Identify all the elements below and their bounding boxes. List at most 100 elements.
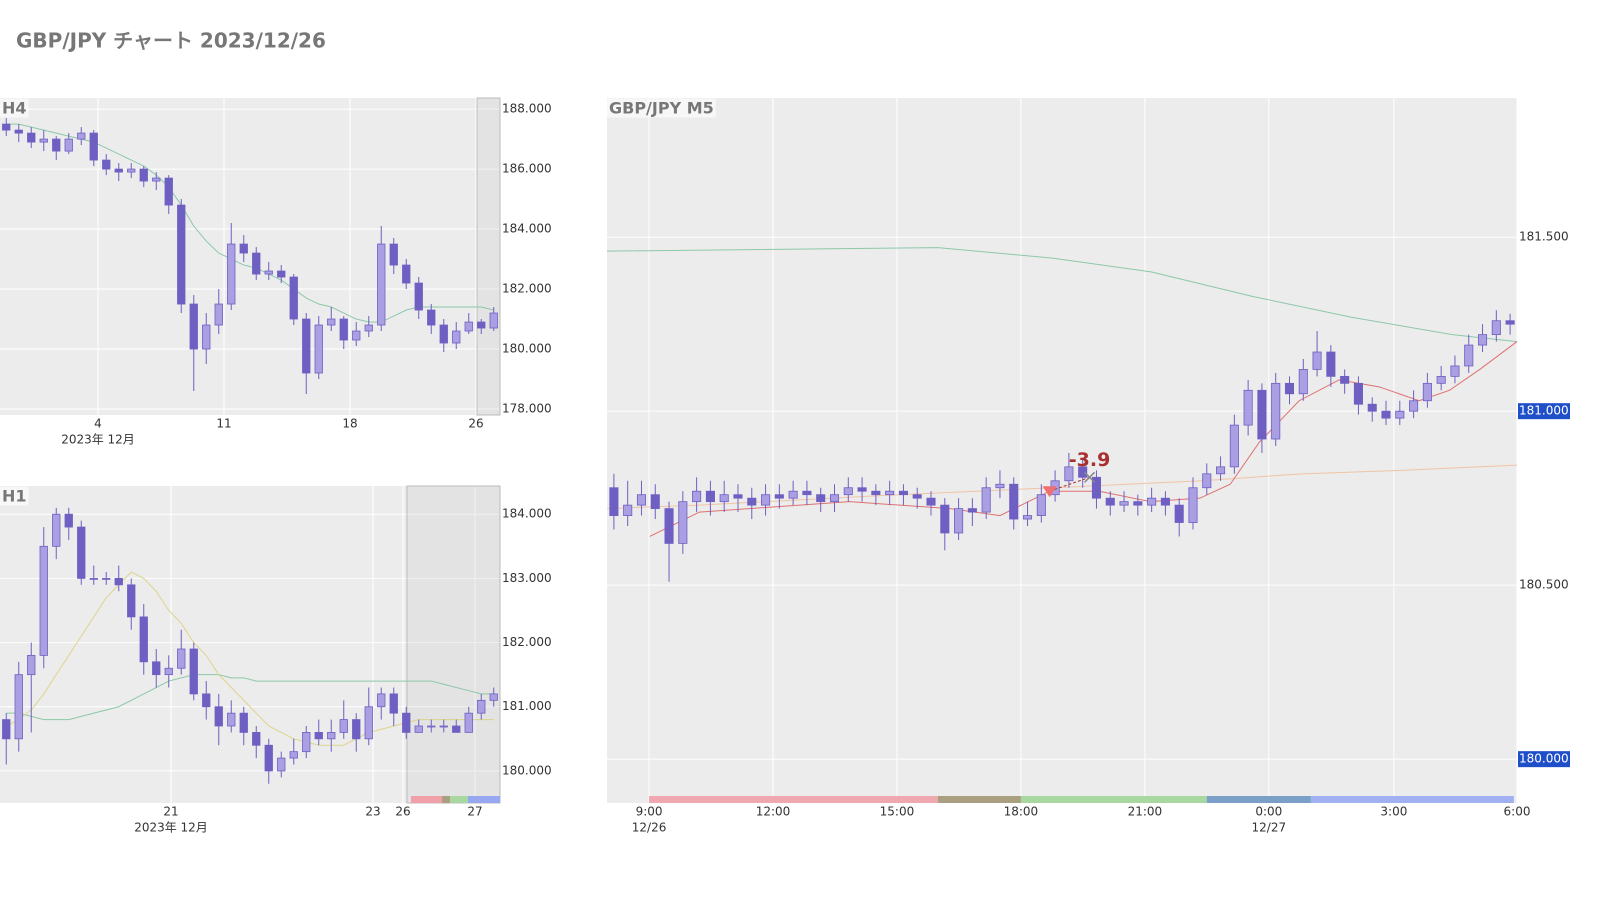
candle-body bbox=[1147, 497, 1157, 506]
candle-body bbox=[1477, 334, 1488, 346]
session-bar bbox=[411, 796, 442, 803]
y-tick-label: 183.000 bbox=[502, 571, 552, 585]
candle-body bbox=[926, 497, 936, 506]
candle-body bbox=[1491, 320, 1501, 336]
candle-body bbox=[364, 324, 373, 332]
candle-body bbox=[364, 706, 373, 740]
session-bar bbox=[450, 796, 468, 803]
session-bar bbox=[1206, 796, 1311, 803]
candle-body bbox=[152, 177, 161, 182]
candle-body bbox=[402, 712, 411, 733]
candle-body bbox=[857, 487, 867, 492]
trade-label: -3.9 bbox=[1069, 449, 1111, 471]
candle-body bbox=[1505, 320, 1515, 325]
candle-body bbox=[1436, 375, 1446, 384]
candle-body bbox=[89, 132, 98, 161]
candle-body bbox=[1022, 515, 1033, 520]
candle-body bbox=[609, 487, 619, 516]
candle-body bbox=[967, 508, 977, 513]
candle-body bbox=[1450, 365, 1460, 377]
y-tick-label: 182.000 bbox=[502, 635, 552, 649]
candle-body bbox=[1243, 389, 1253, 426]
candle-body bbox=[912, 494, 922, 499]
candle-body bbox=[1091, 476, 1102, 499]
chart-title: GBP/JPY M5 bbox=[609, 99, 714, 118]
chart-title: H1 bbox=[2, 487, 27, 506]
candle-body bbox=[954, 508, 964, 534]
candle-body bbox=[1229, 424, 1239, 468]
candle-body bbox=[623, 504, 633, 516]
candle-body bbox=[1202, 473, 1212, 489]
candle-body bbox=[414, 725, 423, 733]
entry-marker bbox=[1042, 486, 1057, 498]
session-bar bbox=[649, 796, 938, 803]
y-tick-label: 180.500 bbox=[1519, 578, 1569, 592]
chart-title: H4 bbox=[2, 99, 27, 118]
y-tick-label: 180.000 bbox=[502, 342, 552, 356]
x-tick-label: 15:00 bbox=[880, 805, 915, 819]
candle-body bbox=[239, 712, 248, 733]
x-tick-label: 0:00 bbox=[1255, 805, 1282, 819]
candle-body bbox=[774, 494, 784, 499]
candle-body bbox=[1188, 487, 1198, 523]
candle-body bbox=[1133, 501, 1143, 506]
candle-body bbox=[477, 699, 486, 714]
candle-body bbox=[761, 494, 771, 506]
page-title: GBP/JPY チャート 2023/12/26 bbox=[16, 29, 326, 53]
x-tick-label: 27 bbox=[467, 805, 482, 819]
x-tick-label: 12:00 bbox=[756, 805, 791, 819]
x-tick-label: 21:00 bbox=[1128, 805, 1163, 819]
candle-body bbox=[277, 757, 286, 772]
candle-body bbox=[152, 661, 161, 676]
candle-body bbox=[139, 616, 148, 663]
x-tick-sublabel: 2023年 12月 bbox=[134, 821, 208, 835]
candle-body bbox=[102, 159, 111, 170]
candle-body bbox=[302, 732, 311, 753]
price-badge bbox=[1518, 403, 1570, 420]
candle-body bbox=[678, 501, 688, 544]
candle-body bbox=[14, 129, 23, 134]
candle-body bbox=[164, 667, 173, 676]
candle-body bbox=[127, 168, 136, 173]
x-tick-label: 18 bbox=[342, 417, 357, 431]
x-tick-label: 26 bbox=[468, 417, 483, 431]
x-tick-label: 23 bbox=[365, 805, 380, 819]
candle-body bbox=[314, 324, 323, 374]
candle-body bbox=[102, 578, 111, 580]
moving-average bbox=[6, 123, 494, 323]
candle-body bbox=[1078, 466, 1088, 478]
candle-body bbox=[1353, 382, 1363, 405]
candle-body bbox=[1298, 369, 1308, 395]
candle-body bbox=[489, 693, 498, 701]
candle-body bbox=[719, 494, 729, 503]
candle-body bbox=[464, 321, 473, 332]
candle-body bbox=[1395, 410, 1405, 419]
candle-body bbox=[264, 744, 273, 772]
candle-body bbox=[214, 706, 223, 727]
candle-body bbox=[1105, 497, 1115, 506]
candle-body bbox=[389, 243, 398, 266]
candle-body bbox=[802, 490, 812, 496]
candle-body bbox=[252, 252, 261, 275]
x-tick-label: 6:00 bbox=[1504, 805, 1531, 819]
candle-body bbox=[871, 490, 881, 496]
candle-body bbox=[1216, 466, 1226, 475]
candle-body bbox=[439, 725, 448, 728]
candle-body bbox=[1381, 410, 1391, 419]
candle-body bbox=[139, 168, 148, 182]
candle-body bbox=[352, 719, 361, 740]
candle-body bbox=[477, 321, 486, 329]
session-bar bbox=[442, 796, 450, 803]
candle-body bbox=[1284, 382, 1295, 395]
candle-body bbox=[189, 303, 198, 350]
y-tick-label: 181.500 bbox=[1519, 230, 1569, 244]
x-tick-label: 18:00 bbox=[1004, 805, 1039, 819]
chart-title-bg bbox=[0, 98, 29, 118]
candle-body bbox=[39, 138, 48, 143]
x-tick-label: 21 bbox=[163, 805, 178, 819]
candle-body bbox=[414, 282, 423, 311]
candle-body bbox=[314, 732, 323, 740]
candle-body bbox=[1009, 483, 1019, 520]
candle-body bbox=[327, 732, 336, 740]
candle-body bbox=[489, 312, 498, 329]
